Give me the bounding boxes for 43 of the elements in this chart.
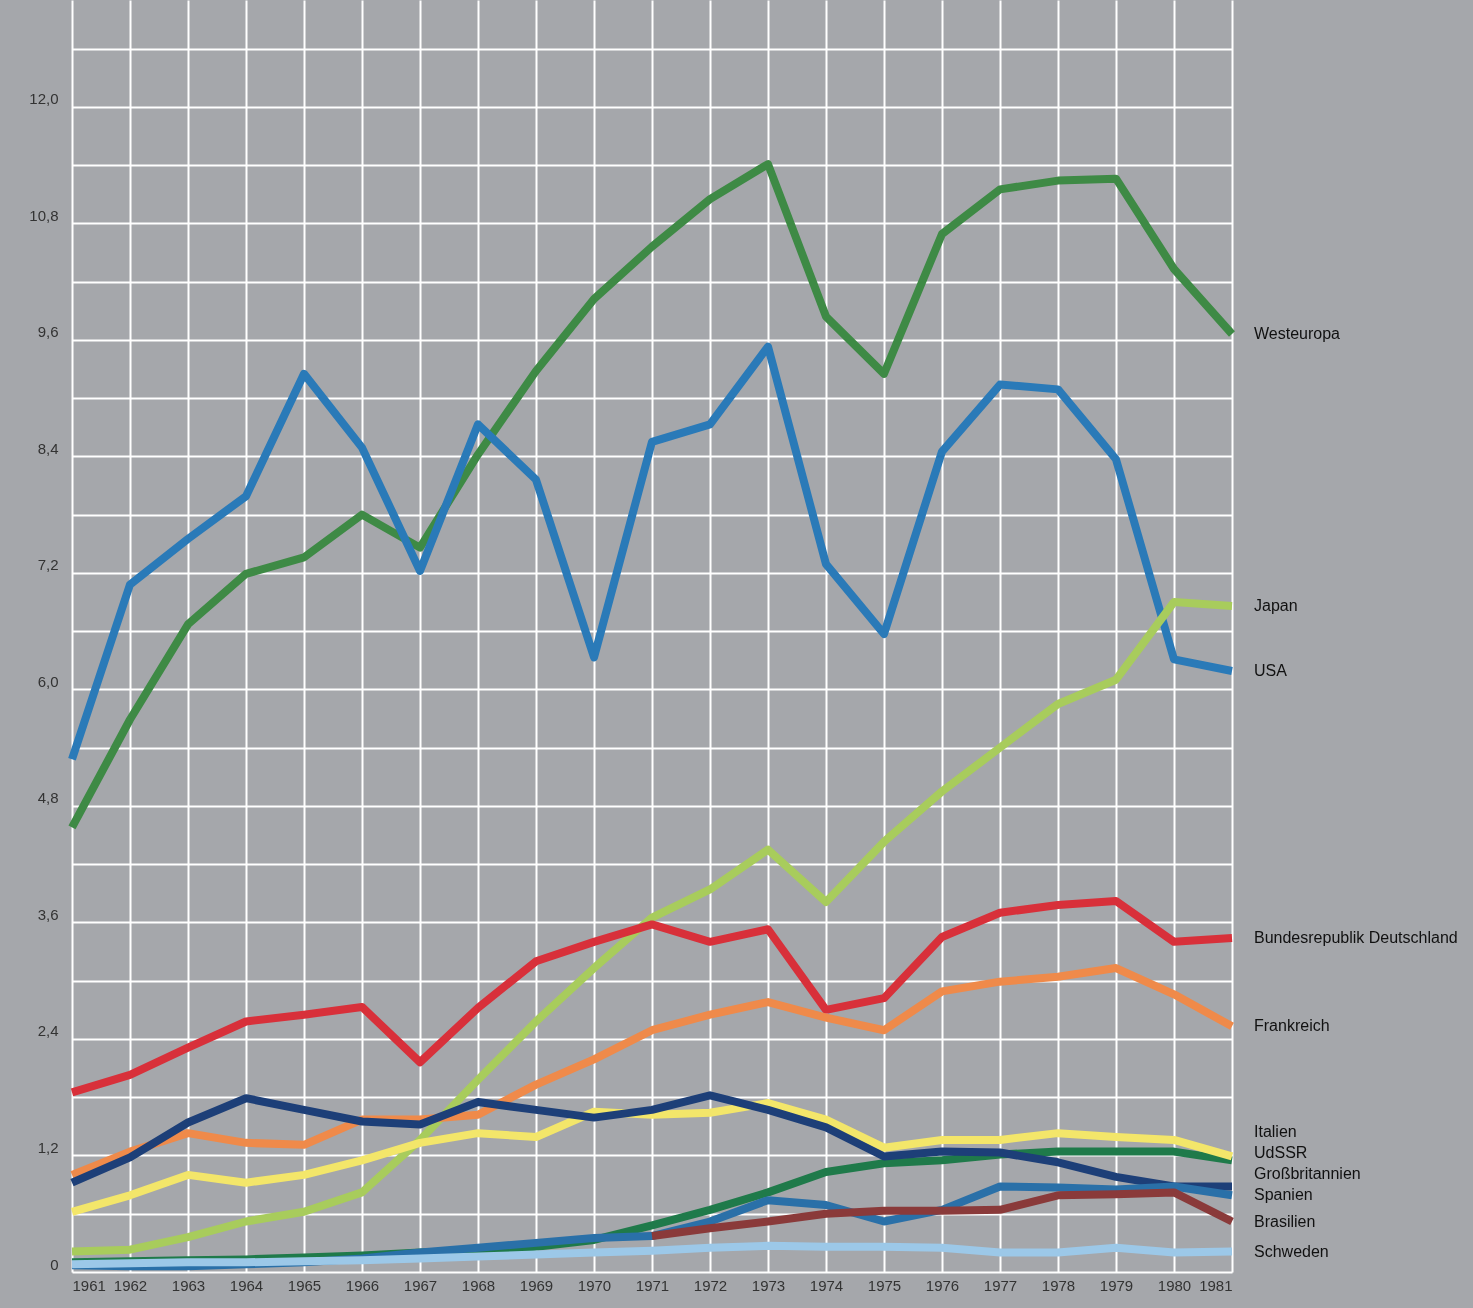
- series-label: Italien: [1254, 1123, 1297, 1141]
- x-tick-label: 1976: [925, 1276, 960, 1294]
- series-label: Schweden: [1254, 1242, 1329, 1260]
- y-tick-label: 1,2: [37, 1138, 59, 1156]
- x-tick-label: 1972: [693, 1276, 728, 1294]
- x-tick-label: 1975: [867, 1276, 902, 1294]
- y-tick-label: 7,2: [37, 556, 59, 574]
- x-tick-label: 1971: [635, 1276, 670, 1294]
- series-label: Brasilien: [1254, 1212, 1316, 1230]
- y-tick-label: 2,4: [37, 1022, 59, 1040]
- y-tick-label: 4,8: [37, 789, 59, 807]
- x-tick-label: 1970: [577, 1276, 612, 1294]
- series-label: Japan: [1254, 596, 1298, 614]
- x-tick-label: 1967: [403, 1276, 438, 1294]
- x-tick-label: 1974: [809, 1276, 844, 1294]
- x-tick-label: 1980: [1157, 1276, 1192, 1294]
- x-tick-label: 1978: [1041, 1276, 1076, 1294]
- y-tick-label: 9,6: [37, 323, 59, 341]
- x-tick-label: 1962: [113, 1276, 148, 1294]
- x-tick-label: 1969: [519, 1276, 554, 1294]
- series-label: Bundesrepublik Deutschland: [1254, 928, 1458, 946]
- x-tick-label: 1961: [72, 1276, 106, 1294]
- y-tick-label: 12,0: [29, 90, 59, 108]
- series-label: Großbritannien: [1254, 1165, 1361, 1183]
- y-tick-label: 10,8: [29, 206, 59, 224]
- x-tick-label: 1979: [1099, 1276, 1134, 1294]
- x-tick-label: 1968: [461, 1276, 496, 1294]
- x-tick-label: 1981: [1199, 1276, 1233, 1294]
- series-label: Frankreich: [1254, 1017, 1330, 1035]
- y-tick-label: 0: [50, 1255, 59, 1273]
- y-tick-label: 3,6: [37, 905, 59, 923]
- x-tick-label: 1963: [171, 1276, 206, 1294]
- x-tick-label: 1973: [751, 1276, 786, 1294]
- y-tick-label: 8,4: [37, 439, 59, 457]
- series-label: UdSSR: [1254, 1144, 1308, 1162]
- y-tick-label: 6,0: [37, 672, 59, 690]
- series-label: Westeuropa: [1254, 325, 1341, 343]
- x-tick-label: 1966: [345, 1276, 380, 1294]
- series-label: USA: [1254, 661, 1288, 679]
- x-tick-label: 1977: [983, 1276, 1018, 1294]
- x-tick-label: 1965: [287, 1276, 322, 1294]
- series-label: Spanien: [1254, 1186, 1313, 1204]
- x-tick-label: 1964: [229, 1276, 264, 1294]
